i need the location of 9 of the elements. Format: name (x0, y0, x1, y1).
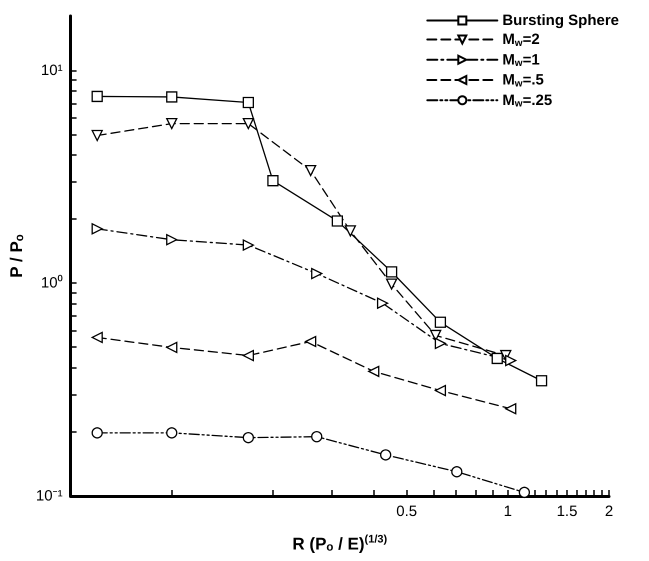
x-tick-label: 1.5 (556, 503, 578, 520)
x-tick-label: 2 (604, 503, 614, 520)
x-tick-label: 1 (504, 503, 512, 520)
y-tick-label: 10⁻¹ (36, 488, 63, 504)
y-tick-label: 10⁰ (40, 274, 63, 292)
y-axis-title: P / Pₒ (7, 234, 26, 278)
x-tick-label: 0.5 (396, 503, 418, 520)
legend-label: Bursting Sphere (502, 12, 620, 29)
y-tick-label: 10¹ (40, 62, 63, 79)
